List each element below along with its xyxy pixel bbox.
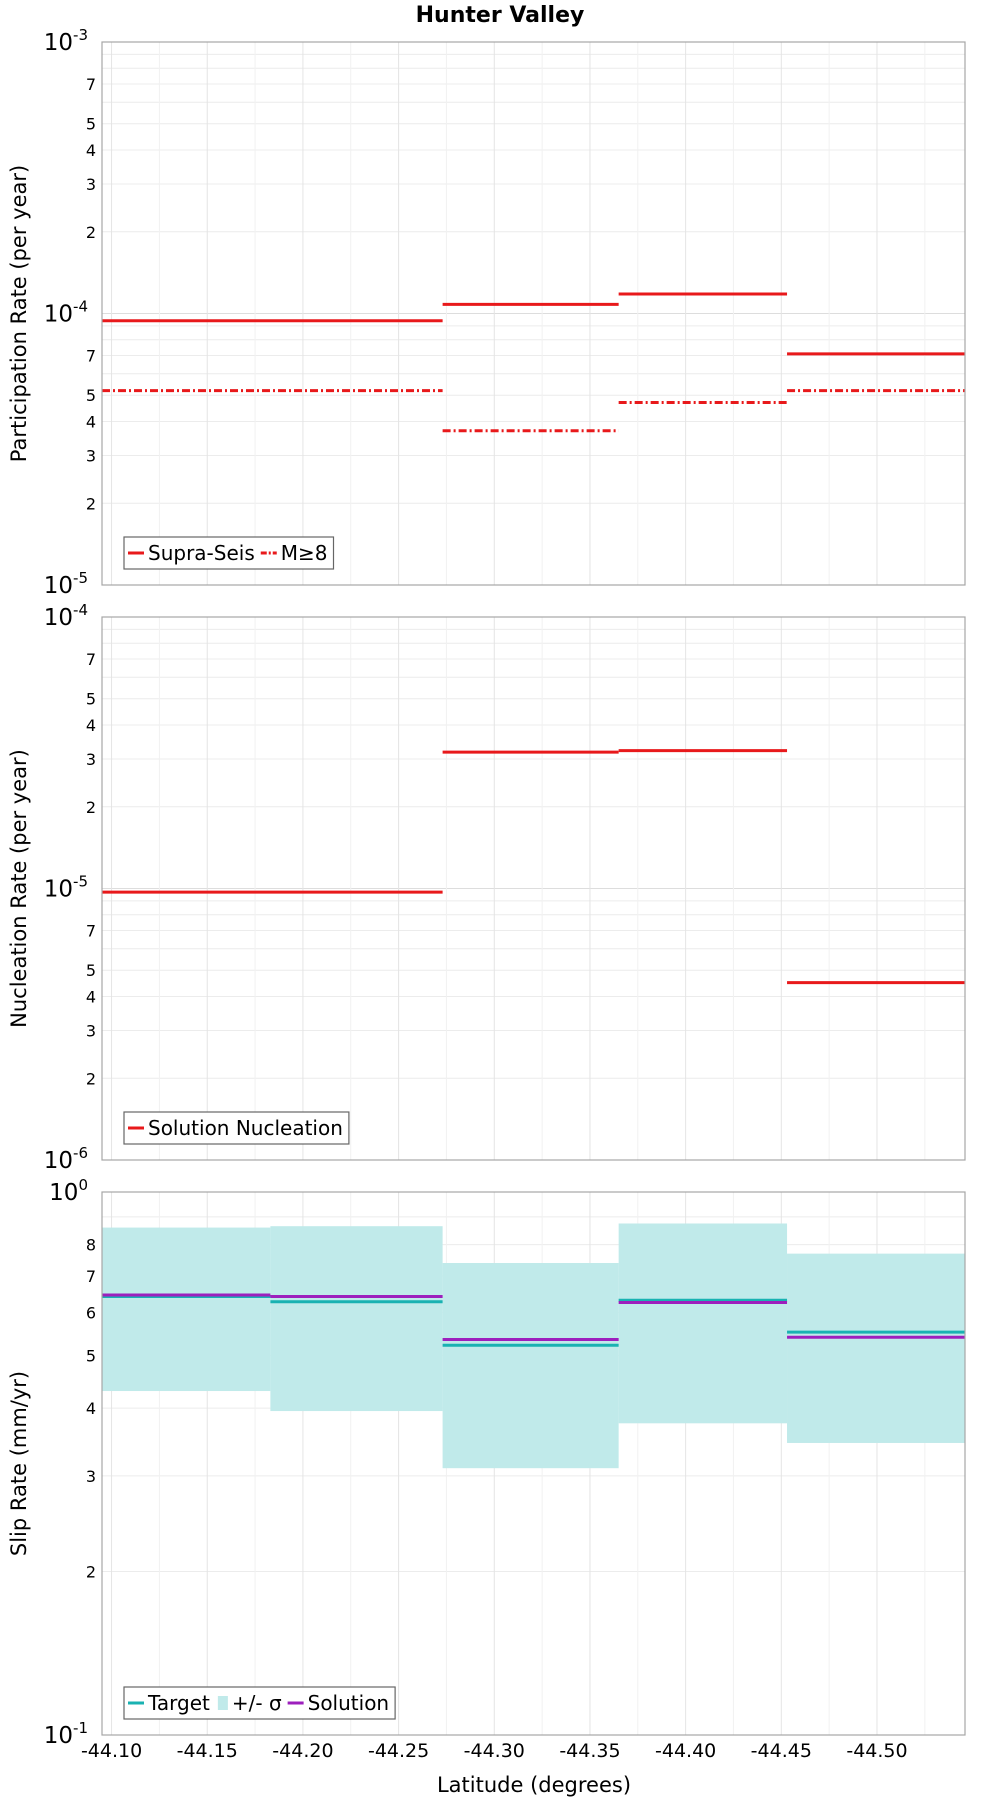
sigma-band-segment xyxy=(270,1226,443,1412)
legend-box xyxy=(123,1111,350,1145)
y-tick-label-decade: 10-5 xyxy=(44,873,88,903)
legend-swatch xyxy=(217,1696,228,1710)
plot-frame xyxy=(101,1191,966,1736)
x-tick-label: -44.20 xyxy=(272,1740,333,1762)
y-tick-label-decade: 100 xyxy=(49,1176,88,1206)
y-tick-label: 4 xyxy=(86,716,96,735)
sigma-band-segment xyxy=(102,1227,271,1392)
x-tick-label: -44.40 xyxy=(655,1740,716,1762)
y-tick-label: 7 xyxy=(86,347,96,366)
legend-label: Solution xyxy=(308,1691,389,1715)
panel-1: 10-3 10-4 10-5 7 5 4 3 2 7 5 4 3 2 Participation Rate… xyxy=(7,26,966,599)
y-tick-label: 5 xyxy=(86,115,96,134)
x-axis-label: Latitude (degrees) xyxy=(437,1773,631,1797)
y-tick-label: 7 xyxy=(86,1267,96,1286)
x-tick-label: -44.30 xyxy=(464,1740,525,1762)
y-tick-label: 2 xyxy=(86,223,96,242)
y-tick-label: 2 xyxy=(86,798,96,817)
y-tick-label: 3 xyxy=(86,1467,96,1486)
sigma-band-segment xyxy=(442,1263,619,1469)
y-tick-label-decade: 10-5 xyxy=(44,569,88,599)
y-tick-label: 6 xyxy=(86,1303,96,1322)
y-tick-label: 5 xyxy=(86,386,96,405)
y-axis-label: Slip Rate (mm/yr) xyxy=(7,1371,31,1556)
y-tick-label: 2 xyxy=(86,1069,96,1088)
y-tick-label: 4 xyxy=(86,988,96,1007)
legend: Target +/- σ Solution xyxy=(123,1686,396,1720)
legend-label: Supra-Seis xyxy=(148,541,255,565)
y-tick-label-decade: 10-6 xyxy=(44,1144,88,1174)
y-axis-label: Participation Rate (per year) xyxy=(7,165,31,462)
legend-label: M≥8 xyxy=(281,541,328,565)
y-tick-label: 7 xyxy=(86,75,96,94)
legend: Supra-Seis M≥8 xyxy=(123,536,335,570)
y-tick-label-decade: 10-3 xyxy=(44,26,88,56)
legend-label: +/- σ xyxy=(232,1691,282,1715)
legend-label: Target xyxy=(147,1691,210,1715)
y-tick-label-decade: 10-4 xyxy=(44,601,88,631)
x-tick-label: -44.25 xyxy=(368,1740,429,1762)
y-tick-label: 5 xyxy=(86,1346,96,1365)
y-tick-label: 3 xyxy=(86,175,96,194)
y-tick-label: 7 xyxy=(86,922,96,941)
plot-frame xyxy=(101,41,966,586)
x-tick-label: -44.10 xyxy=(81,1740,142,1762)
legend-box xyxy=(123,536,335,570)
y-tick-label: 4 xyxy=(86,1399,96,1418)
y-tick-label: 4 xyxy=(86,141,96,160)
x-tick-label: -44.15 xyxy=(177,1740,238,1762)
x-tick-label: -44.35 xyxy=(559,1740,620,1762)
y-tick-label: 3 xyxy=(86,446,96,465)
y-tick-label-decade: 10-1 xyxy=(44,1719,88,1749)
y-tick-label-decade: 10-4 xyxy=(44,298,88,328)
sigma-band-segment xyxy=(618,1223,788,1424)
legend-label: Solution Nucleation xyxy=(148,1116,343,1140)
legend-box xyxy=(123,1686,396,1720)
x-tick-label: -44.50 xyxy=(846,1740,907,1762)
y-tick-label: 7 xyxy=(86,650,96,669)
chart-title: Hunter Valley xyxy=(416,3,585,28)
y-tick-label: 5 xyxy=(86,690,96,709)
y-tick-label: 2 xyxy=(86,494,96,513)
y-tick-label: 2 xyxy=(86,1563,96,1582)
plot-frame xyxy=(101,616,966,1161)
sigma-band-segment xyxy=(787,1253,965,1443)
panel-3: 100 10-1 8 7 6 5 4 3 2 Slip Rate (mm/yr) Target +/-… xyxy=(7,1176,966,1749)
y-tick-label: 5 xyxy=(86,961,96,980)
y-axis-label: Nucleation Rate (per year) xyxy=(7,749,31,1028)
panel-2: 10-4 10-5 10-6 7 5 4 3 2 7 5 4 3 2 Nucleation Rate (p… xyxy=(7,601,966,1174)
y-tick-label: 3 xyxy=(86,750,96,769)
legend: Solution Nucleation xyxy=(123,1111,350,1145)
y-tick-label: 4 xyxy=(86,413,96,432)
y-tick-label: 3 xyxy=(86,1021,96,1040)
y-tick-label: 8 xyxy=(86,1236,96,1255)
x-tick-label: -44.45 xyxy=(751,1740,812,1762)
